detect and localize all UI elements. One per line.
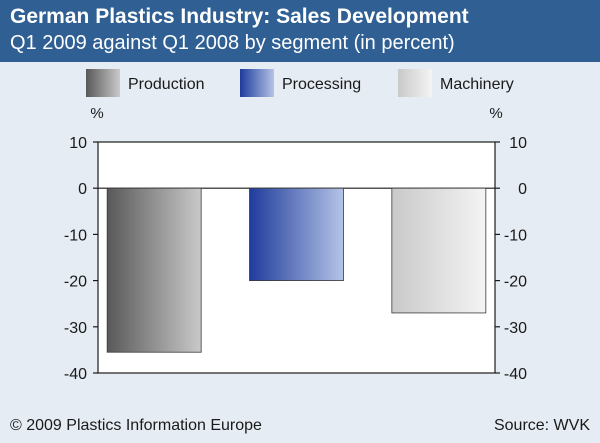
chart-title: German Plastics Industry: Sales Developm… — [10, 5, 469, 28]
y-tick-label-right: 10 — [509, 135, 527, 152]
y-tick-label-left: -40 — [64, 366, 87, 383]
y-tick-label-right: 0 — [518, 181, 527, 198]
bars — [106, 187, 487, 353]
source-note: Source: WVK — [493, 417, 590, 434]
legend-label-production: Production — [128, 76, 205, 93]
y-tick-label-right: -10 — [504, 227, 527, 244]
y-axis-unit-left: % — [90, 105, 103, 122]
bar-chart: Production Processing Machinery % %10 100 0-1… — [64, 69, 527, 383]
copyright-note: © 2009 Plastics Information Europe — [10, 417, 262, 434]
bar-machinery — [391, 187, 487, 314]
bar-production — [106, 187, 202, 353]
legend-swatch-production — [86, 69, 120, 97]
y-tick-label-right: -30 — [504, 320, 527, 337]
y-tick-label-left: -10 — [64, 227, 87, 244]
y-tick-label-right: -20 — [504, 274, 527, 291]
y-tick-label-left: -30 — [64, 320, 87, 337]
legend-label-machinery: Machinery — [440, 76, 514, 93]
chart-subtitle: Q1 2009 against Q1 2008 by segment (in p… — [10, 32, 455, 54]
legend-swatch-processing — [240, 69, 274, 97]
legend: Production Processing Machinery — [86, 69, 514, 97]
y-tick-label-right: -40 — [504, 366, 527, 383]
y-tick-label-left: 10 — [69, 135, 87, 152]
chart-header: German Plastics Industry: Sales Developm… — [0, 0, 600, 62]
y-axis-unit-right: % — [489, 105, 502, 122]
legend-swatch-machinery — [398, 69, 432, 97]
y-tick-label-left: 0 — [78, 181, 87, 198]
bar-processing — [249, 187, 344, 281]
legend-label-processing: Processing — [282, 76, 361, 93]
y-tick-label-left: -20 — [64, 274, 87, 291]
